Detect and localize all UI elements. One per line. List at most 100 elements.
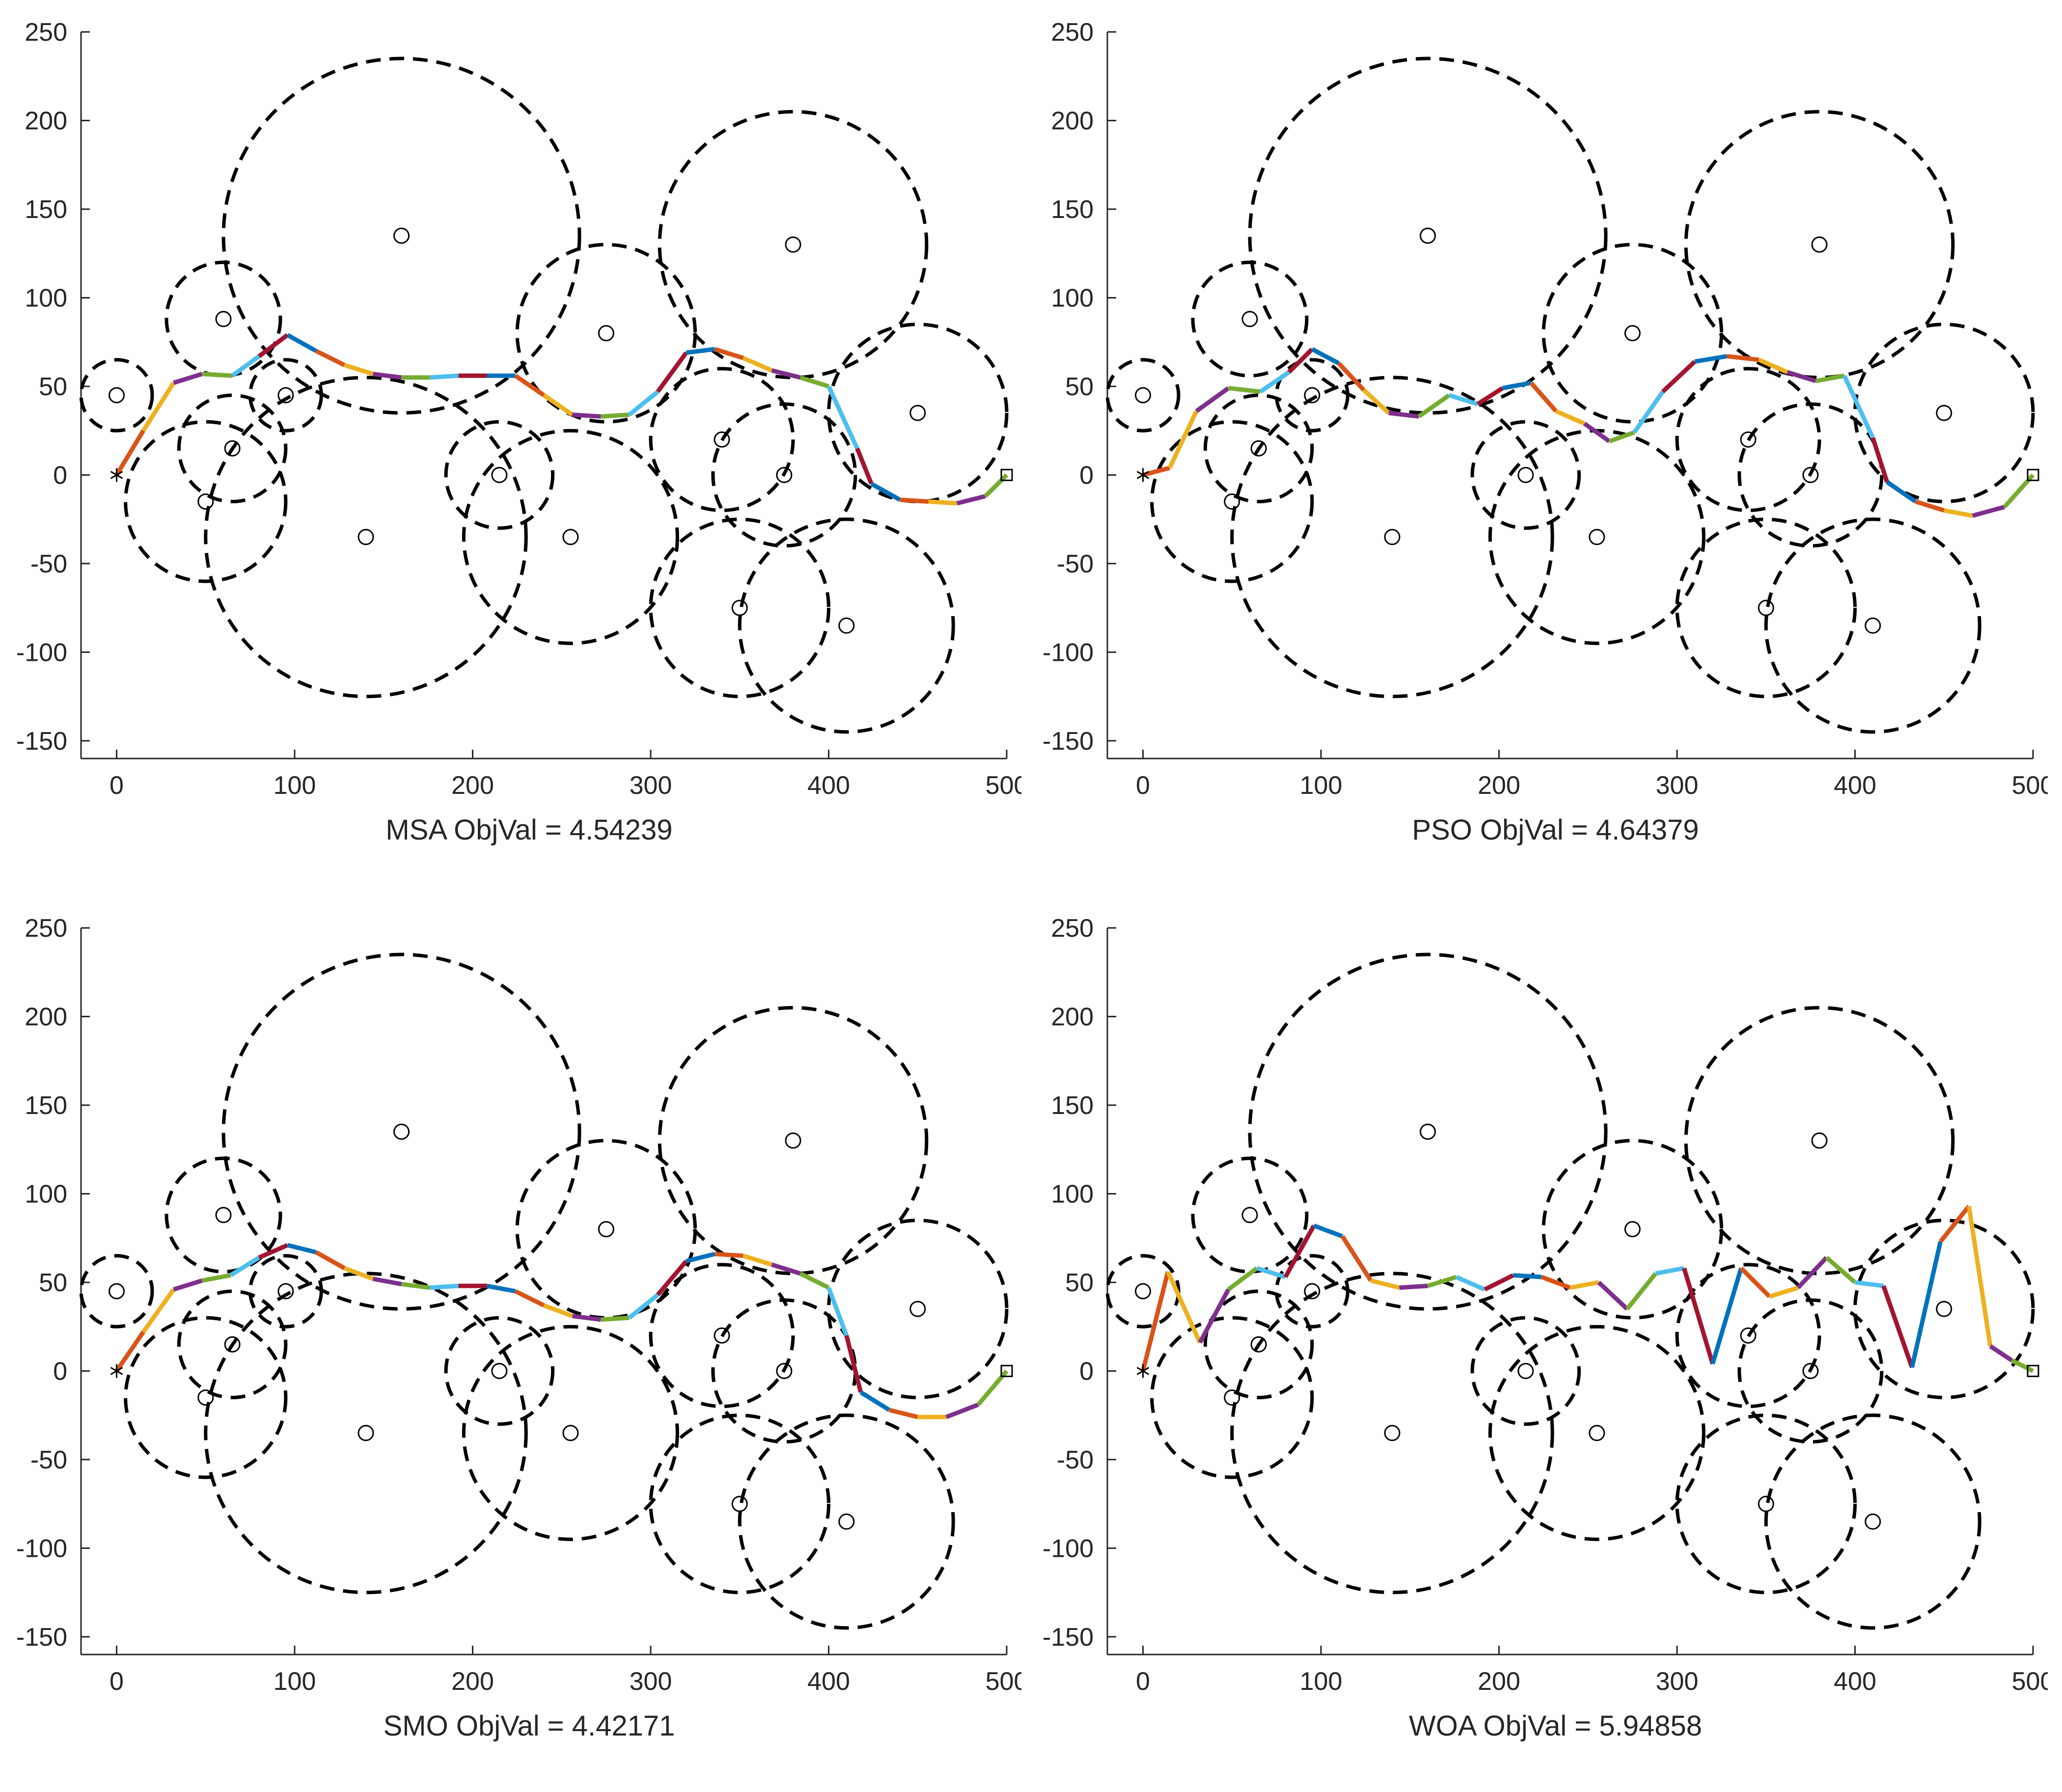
- threat-center-marker: [785, 1132, 801, 1149]
- goal-marker: [2027, 468, 2039, 481]
- path-segment: [1228, 386, 1261, 394]
- x-tick-label: 100: [1300, 1667, 1343, 1696]
- goal-marker: [1000, 1364, 1013, 1377]
- path-segment: [1283, 1224, 1316, 1278]
- threat-circle: [1203, 1289, 1314, 1400]
- threat-circle: [444, 420, 555, 530]
- threat-circle: [1488, 1325, 1705, 1541]
- chart-svg: 0 100 200 300 400 500 -150 -100 -50 0 50 100 150 200 2…: [16, 18, 1021, 846]
- x-axis-label: PSO ObjVal = 4.64379: [1412, 814, 1699, 846]
- threat-center-marker: [1758, 599, 1774, 616]
- threat-center-marker: [1384, 529, 1401, 545]
- path-segment: [1555, 409, 1586, 426]
- y-tick-label: 50: [39, 1269, 67, 1297]
- path-segment: [1259, 370, 1291, 394]
- path-segment: [1455, 1275, 1486, 1292]
- threat-circle: [1675, 367, 1821, 513]
- threat-circle: [649, 1413, 830, 1595]
- path-segment: [742, 1253, 772, 1267]
- threat-circle: [1853, 1219, 2035, 1400]
- threat-center-marker: [277, 387, 294, 404]
- path-segment: [686, 1251, 715, 1264]
- path-segment: [173, 372, 203, 385]
- threat-circle: [1684, 109, 1955, 380]
- path-segment: [870, 482, 901, 502]
- x-tick-label: 500: [986, 771, 1021, 800]
- y-tick-label: 0: [1079, 1357, 1094, 1385]
- threat-center-marker: [277, 1283, 294, 1300]
- threat-circle: [1737, 1298, 1884, 1444]
- path-segment: [1825, 1256, 1857, 1284]
- threat-center-marker: [197, 493, 214, 510]
- threat-center-marker: [1624, 1221, 1641, 1238]
- y-tick-label: 150: [25, 1091, 67, 1120]
- y-tick-label: -100: [1043, 638, 1094, 667]
- y-tick-label: 150: [25, 195, 67, 224]
- threat-center-marker: [357, 529, 374, 545]
- start-marker: [1136, 1367, 1150, 1375]
- threat-center-marker: [1224, 1389, 1240, 1406]
- threat-circle: [711, 402, 857, 548]
- threat-circle: [1230, 1272, 1554, 1595]
- threat-center-marker: [1250, 440, 1267, 457]
- threat-circle: [1150, 1316, 1314, 1479]
- threat-circle: [462, 1325, 679, 1541]
- threat-center-marker: [491, 1362, 508, 1379]
- path-segment: [1198, 1288, 1231, 1344]
- path-segment: [1972, 505, 2006, 518]
- threat-center-marker: [197, 1389, 214, 1406]
- path-segment: [1195, 386, 1230, 413]
- y-tick-label: 100: [25, 1180, 67, 1208]
- path-segment: [344, 363, 374, 376]
- path-segment: [1167, 410, 1199, 469]
- path-segment: [1362, 388, 1390, 415]
- threat-circle: [79, 358, 154, 433]
- path-segment: [1476, 386, 1504, 406]
- path-segment: [1540, 1275, 1571, 1290]
- y-tick-label: 0: [53, 461, 67, 489]
- path-segment: [1256, 1266, 1286, 1279]
- threat-center-marker: [215, 311, 232, 327]
- threat-center-marker: [1304, 1283, 1320, 1300]
- threat-circle: [1191, 1156, 1309, 1274]
- threat-center-marker: [1758, 1495, 1774, 1512]
- threat-center-marker: [776, 466, 793, 483]
- x-tick-label: 0: [110, 1667, 124, 1696]
- y-tick-label: 200: [25, 107, 67, 135]
- path-segment: [656, 1259, 688, 1297]
- threat-center-marker: [1250, 1336, 1267, 1353]
- path-segment: [1943, 508, 1973, 518]
- path-segment: [1910, 1241, 1943, 1368]
- threat-center-marker: [1936, 405, 1952, 421]
- path-segment: [1142, 465, 1171, 477]
- threat-center-marker: [1420, 1123, 1436, 1140]
- x-tick-label: 300: [630, 1667, 672, 1696]
- start-marker: [110, 1367, 123, 1375]
- threat-center-marker: [1304, 387, 1320, 404]
- path-segment: [1340, 1235, 1373, 1282]
- threat-center-marker: [109, 1283, 125, 1300]
- path-segment: [1388, 410, 1419, 419]
- path-segment: [430, 373, 459, 380]
- threat-center-marker: [224, 1336, 241, 1353]
- path-segment: [1938, 1204, 1971, 1243]
- x-axis-label: MSA ObjVal = 4.54239: [385, 814, 672, 846]
- chart-svg: 0 100 200 300 400 500 -150 -100 -50 0 50 100 150 200 2…: [16, 914, 1021, 1742]
- path-segment: [542, 393, 574, 417]
- x-axis-label: WOA ObjVal = 5.94858: [1409, 1710, 1702, 1742]
- path-segment: [715, 1251, 743, 1258]
- threat-circle: [221, 952, 581, 1311]
- threat-circle: [1675, 1263, 1821, 1409]
- path-segment: [601, 1315, 630, 1322]
- chart-panel-smo: 0 100 200 300 400 500 -150 -100 -50 0 50 100 150 200 2…: [0, 896, 1021, 1792]
- threat-center-marker: [714, 431, 730, 448]
- threat-center-marker: [1135, 1283, 1151, 1300]
- threat-center-marker: [1135, 387, 1151, 404]
- path-segment: [771, 1262, 801, 1276]
- threat-circle: [738, 517, 955, 734]
- path-segment: [686, 347, 715, 355]
- x-tick-label: 100: [274, 1667, 316, 1696]
- x-tick-label: 200: [1478, 771, 1520, 800]
- y-tick-label: 200: [25, 1003, 67, 1031]
- path-segment: [1427, 1275, 1457, 1288]
